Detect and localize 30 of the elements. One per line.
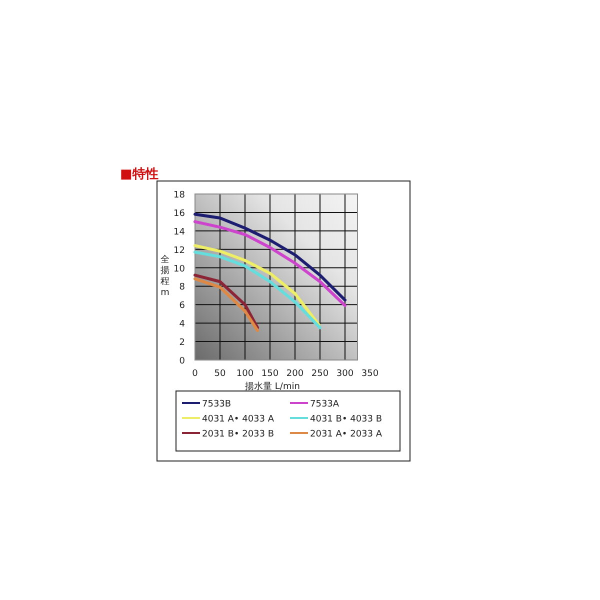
ylabel: 揚 — [160, 266, 170, 276]
y-tick-label: 18 — [174, 190, 186, 200]
x-tick-label: 350 — [361, 369, 379, 379]
legend-label: 7533A — [310, 400, 340, 410]
y-tick-label: 0 — [179, 356, 186, 366]
x-tick-label: 50 — [214, 369, 226, 379]
x-tick-label: 300 — [336, 369, 354, 379]
x-tick-label: 150 — [261, 369, 279, 379]
legend-label: 4031 B• 4033 B — [310, 414, 382, 424]
ylabel: m — [160, 288, 170, 298]
y-tick-label: 10 — [174, 264, 186, 274]
y-tick-label: 14 — [174, 227, 186, 238]
y-tick-label: 6 — [179, 301, 186, 312]
y-tick-label: 4 — [179, 320, 186, 330]
legend-label: 2031 B• 2033 B — [202, 430, 274, 440]
chart-title: ■特性 — [120, 167, 158, 182]
ylabel: 程 — [160, 277, 170, 287]
legend-label: 2031 A• 2033 A — [310, 430, 383, 440]
y-tick-label: 2 — [179, 338, 185, 348]
ylabel: 全 — [160, 255, 170, 265]
legend-label: 7533B — [202, 400, 232, 410]
legend-label: 4031 A• 4033 A — [202, 414, 275, 424]
x-tick-label: 0 — [192, 369, 198, 379]
y-tick-label: 12 — [174, 246, 185, 256]
x-tick-label: 200 — [286, 369, 304, 379]
y-tick-label: 16 — [174, 208, 186, 219]
x-tick-label: 100 — [236, 369, 254, 379]
x-tick-label: 250 — [311, 369, 329, 379]
x-axis-title: 揚水量 L/min — [245, 381, 300, 392]
y-tick-label: 8 — [179, 282, 186, 293]
